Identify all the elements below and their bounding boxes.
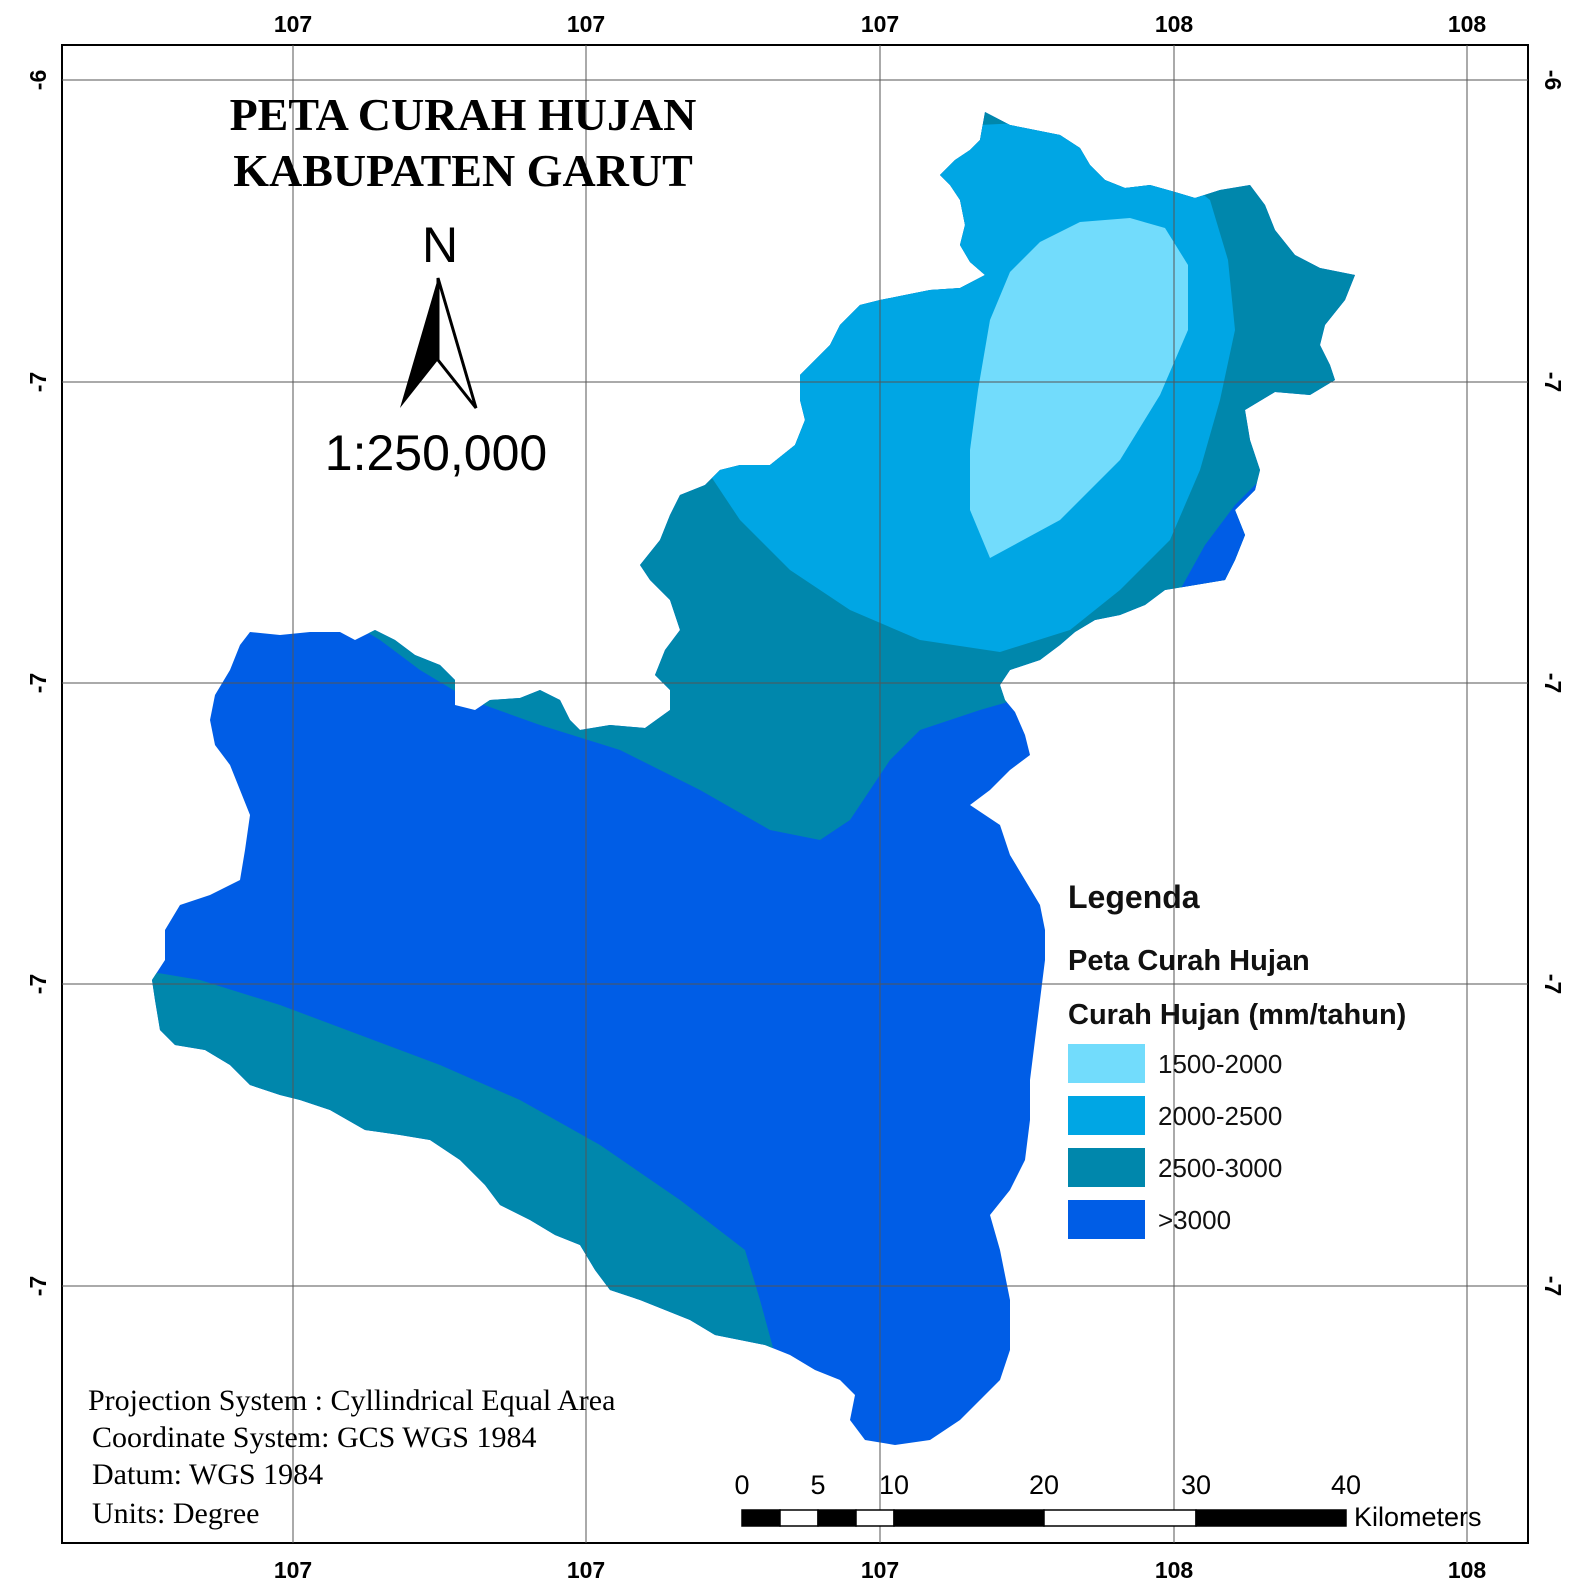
lat-label: -7 [1540,1276,1566,1296]
lat-label: -7 [25,974,51,994]
legend-swatch-2500-3000 [1068,1148,1145,1187]
graticule-lines [62,45,1528,1543]
longitude-labels-top: 107 107 107 108 108 [274,11,1487,37]
scale-bar-tick-label: 10 [879,1470,909,1500]
lat-label: -6 [25,70,51,90]
legend-label: >3000 [1158,1205,1231,1235]
legend: Legenda Peta Curah Hujan Curah Hujan (mm… [1068,879,1406,1239]
lon-label: 108 [1155,1557,1194,1583]
lon-label: 107 [274,1557,312,1583]
legend-swatch-above-3000 [1068,1200,1145,1239]
lon-label: 107 [274,11,312,37]
longitude-labels-bottom: 107 107 107 108 108 [274,1557,1487,1583]
lon-label: 107 [567,11,605,37]
projection-system: Projection System : Cyllindrical Equal A… [88,1384,615,1417]
lat-label: -7 [25,1276,51,1296]
north-arrow-icon [400,277,478,409]
legend-label: 2000-2500 [1158,1101,1282,1131]
scale-bar-tick-label: 0 [734,1470,749,1500]
lon-label: 108 [1448,1557,1487,1583]
units: Units: Degree [92,1497,259,1530]
legend-field-name: Curah Hujan (mm/tahun) [1068,999,1406,1031]
scale-bar-segments [741,1509,1347,1527]
lat-label: -7 [1540,974,1566,994]
scale-bar-tick-label: 40 [1331,1470,1361,1500]
lon-label: 108 [1448,11,1487,37]
legend-heading: Legenda [1068,879,1200,915]
lat-label: -7 [1540,372,1566,392]
lat-label: -7 [1540,673,1566,693]
legend-swatch-2000-2500 [1068,1096,1145,1135]
lat-label: -7 [25,372,51,392]
scale-ratio: 1:250,000 [325,425,547,481]
north-arrow-label: N [422,217,458,273]
latitude-labels-left: -6 -7 -7 -7 -7 [25,70,51,1296]
map-title: PETA CURAH HUJAN KABUPATEN GARUT [230,89,697,196]
legend-swatch-1500-2000 [1068,1044,1145,1083]
datum: Datum: WGS 1984 [92,1458,323,1491]
scale-bar-tick-label: 5 [810,1470,825,1500]
region-1500-2000 [970,218,1188,558]
lon-label: 108 [1155,11,1194,37]
legend-label: 1500-2000 [1158,1049,1282,1079]
north-arrow: N [400,217,478,409]
coordinate-system: Coordinate System: GCS WGS 1984 [92,1421,536,1454]
legend-label: 2500-3000 [1158,1153,1282,1183]
lon-label: 107 [567,1557,605,1583]
scale-bar-tick-label: 30 [1181,1470,1211,1500]
scale-bar-tick-label: 20 [1029,1470,1059,1500]
lat-label: -6 [1540,70,1566,90]
legend-layer-name: Peta Curah Hujan [1068,945,1310,977]
lon-label: 107 [861,1557,899,1583]
latitude-labels-right: -6 -7 -7 -7 -7 [1540,70,1566,1296]
scale-bar-unit: Kilometers [1354,1502,1482,1532]
map-info: Projection System : Cyllindrical Equal A… [88,1384,615,1530]
map-title-line1: PETA CURAH HUJAN [230,89,697,140]
lat-label: -7 [25,673,51,693]
map-title-line2: KABUPATEN GARUT [233,145,693,196]
scale-bar-numbers: 0 5 10 20 30 40 [734,1470,1361,1500]
lon-label: 107 [861,11,899,37]
scale-bar: 0 5 10 20 30 40 Kilometers [734,1470,1481,1532]
